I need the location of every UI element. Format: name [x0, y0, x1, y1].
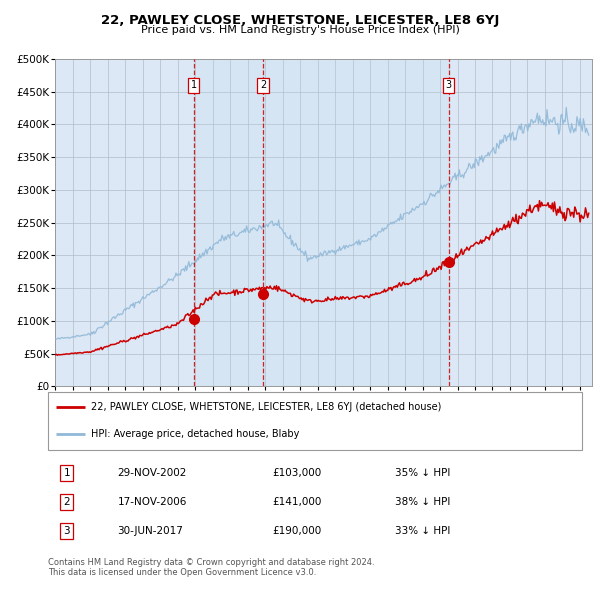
Bar: [263, 59, 449, 386]
Text: 3: 3: [64, 526, 70, 536]
Text: 17-NOV-2006: 17-NOV-2006: [118, 497, 187, 507]
Text: £103,000: £103,000: [272, 468, 322, 478]
Text: 29-NOV-2002: 29-NOV-2002: [118, 468, 187, 478]
Text: Contains HM Land Registry data © Crown copyright and database right 2024.: Contains HM Land Registry data © Crown c…: [48, 558, 374, 567]
Text: 1: 1: [190, 80, 197, 90]
Text: 2: 2: [260, 80, 266, 90]
Text: £190,000: £190,000: [272, 526, 322, 536]
Text: 35% ↓ HPI: 35% ↓ HPI: [395, 468, 451, 478]
Text: This data is licensed under the Open Government Licence v3.0.: This data is licensed under the Open Gov…: [48, 568, 316, 576]
Text: £141,000: £141,000: [272, 497, 322, 507]
Bar: [194, 59, 263, 386]
Text: 3: 3: [446, 80, 452, 90]
Text: 33% ↓ HPI: 33% ↓ HPI: [395, 526, 451, 536]
Text: HPI: Average price, detached house, Blaby: HPI: Average price, detached house, Blab…: [91, 429, 299, 439]
Text: 2: 2: [64, 497, 70, 507]
Text: 30-JUN-2017: 30-JUN-2017: [118, 526, 183, 536]
Text: 38% ↓ HPI: 38% ↓ HPI: [395, 497, 451, 507]
Text: Price paid vs. HM Land Registry's House Price Index (HPI): Price paid vs. HM Land Registry's House …: [140, 25, 460, 35]
Text: 22, PAWLEY CLOSE, WHETSTONE, LEICESTER, LE8 6YJ (detached house): 22, PAWLEY CLOSE, WHETSTONE, LEICESTER, …: [91, 402, 441, 412]
Text: 1: 1: [64, 468, 70, 478]
Text: 22, PAWLEY CLOSE, WHETSTONE, LEICESTER, LE8 6YJ: 22, PAWLEY CLOSE, WHETSTONE, LEICESTER, …: [101, 14, 499, 27]
